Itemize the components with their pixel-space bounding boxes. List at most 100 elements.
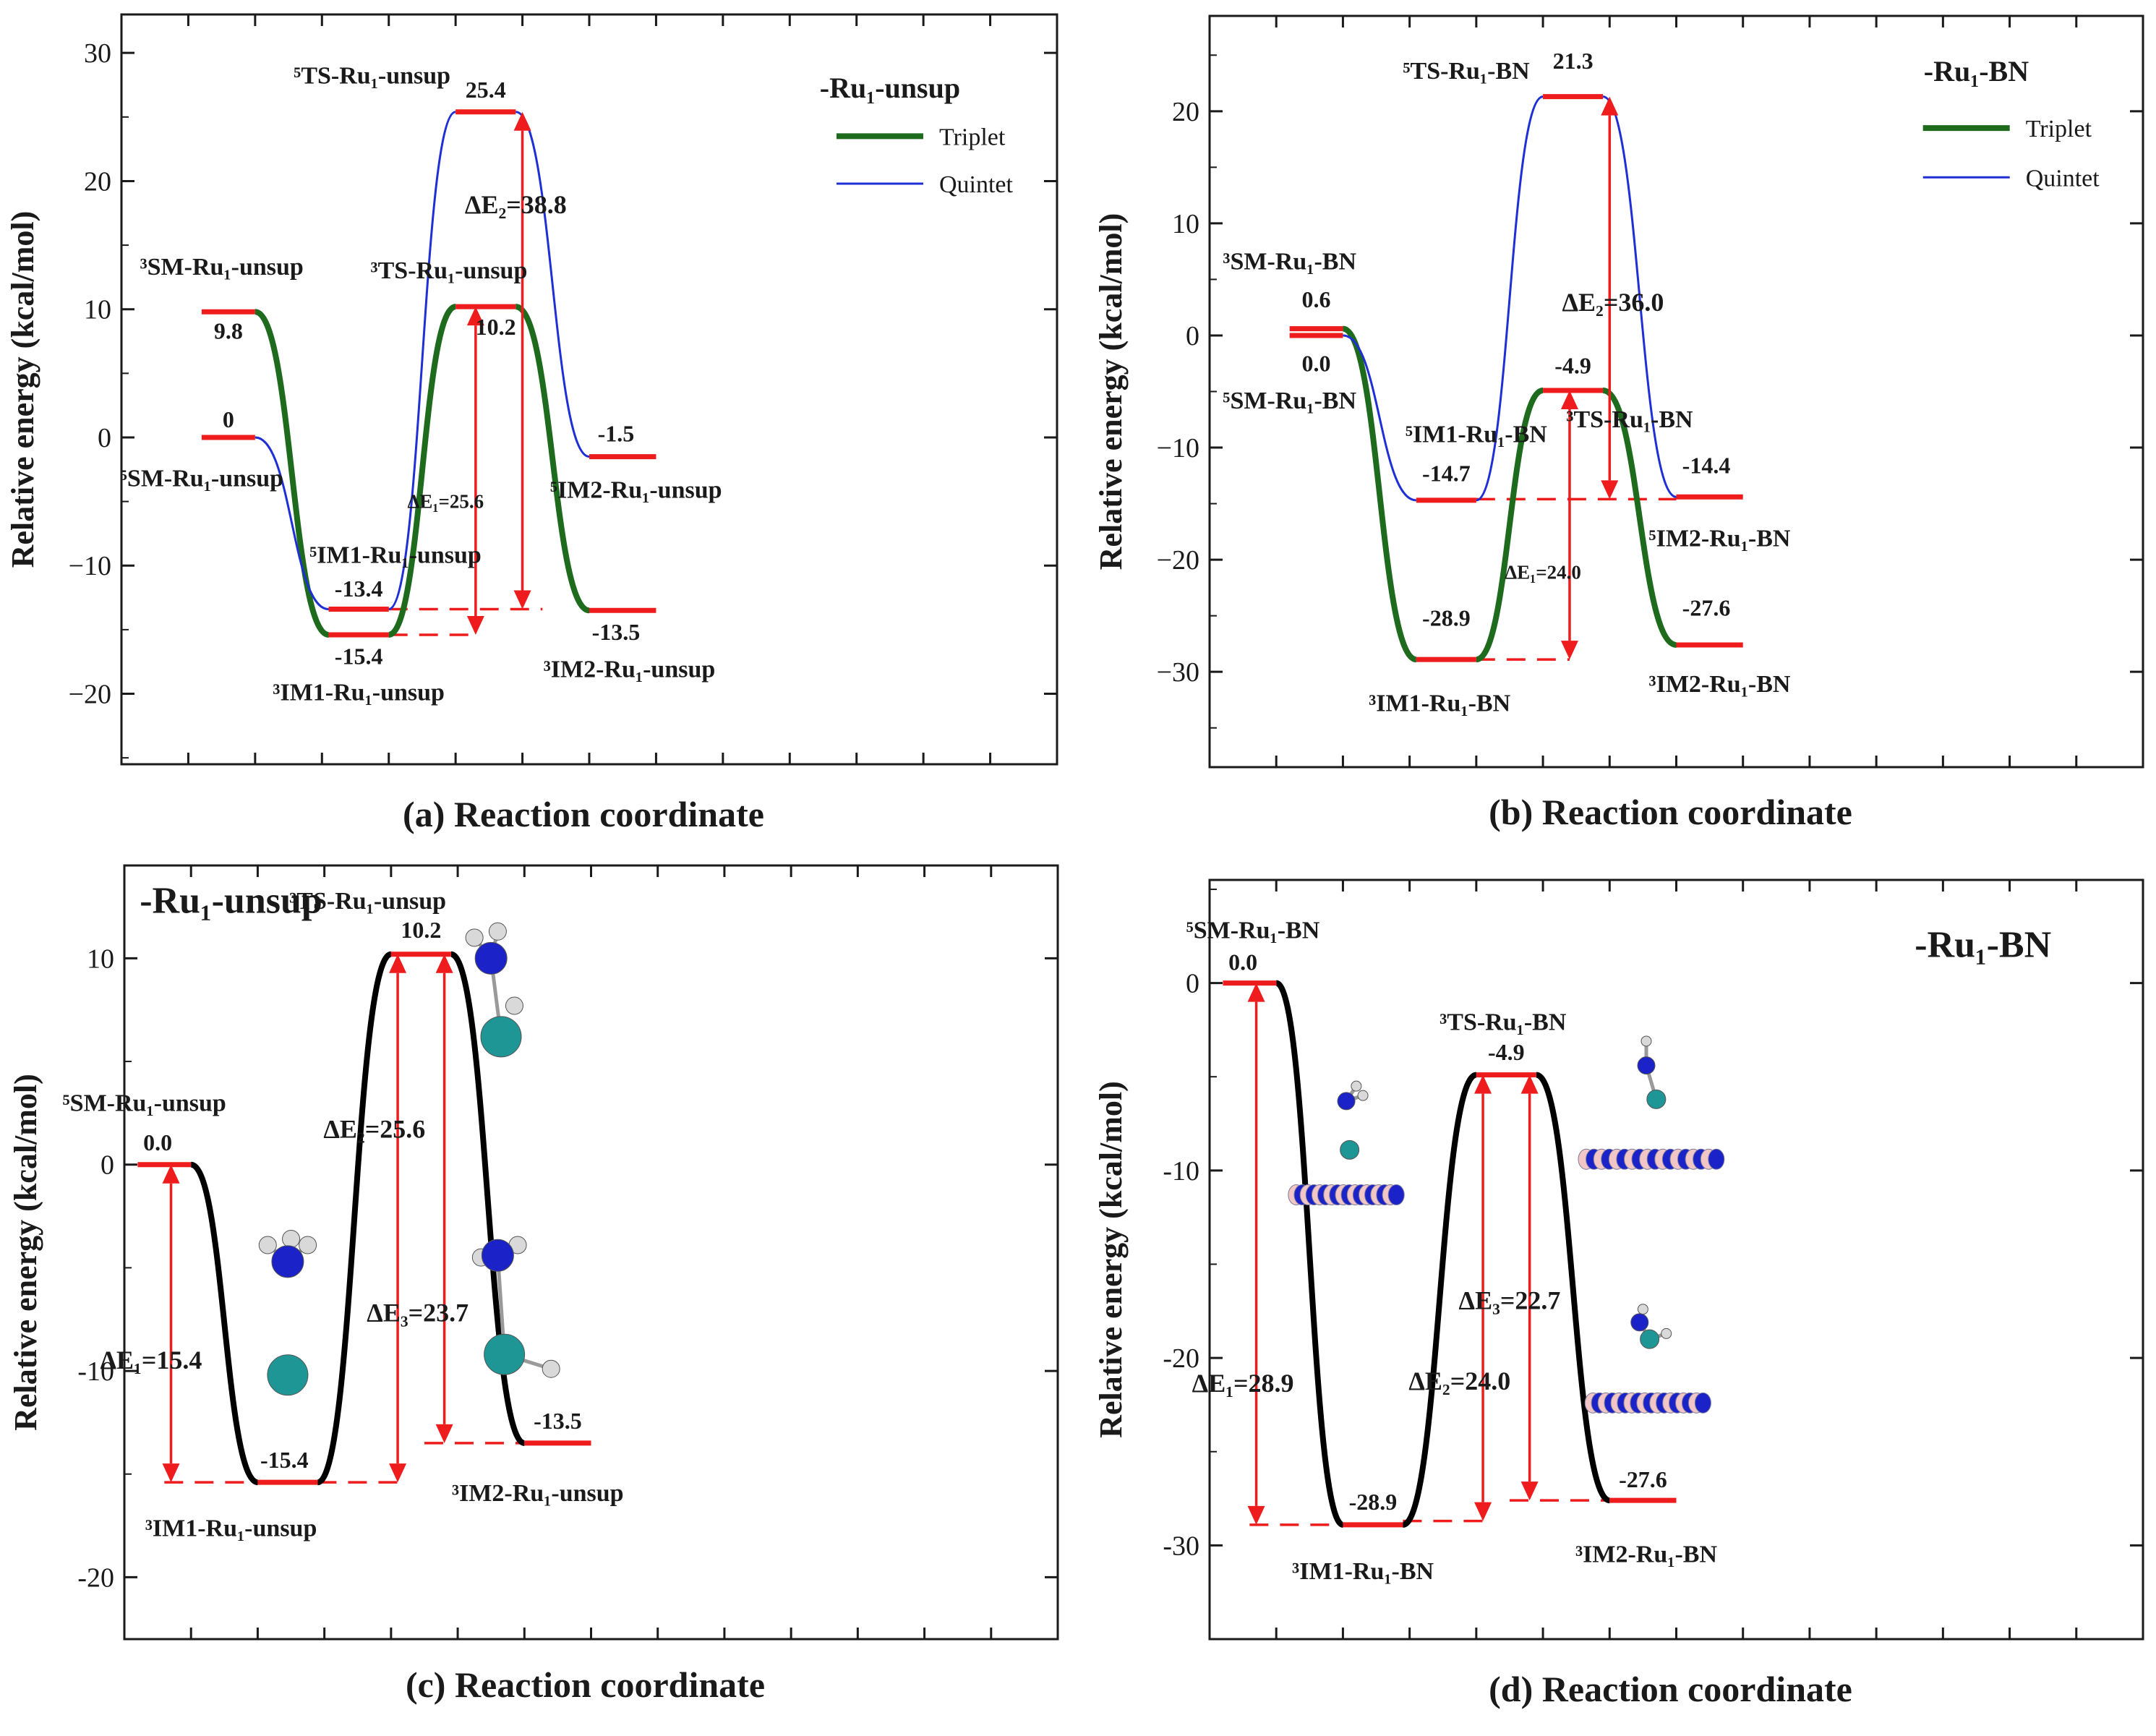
n-atom [271, 1245, 304, 1278]
state-name-label: ³IM1-Ru₁-BN [1369, 690, 1510, 717]
y-tick-label: -10 [77, 1356, 114, 1387]
series-path-triplet [1342, 325, 1677, 663]
energy-value-label: 0.0 [1302, 351, 1331, 377]
bn-sheet-atom [1387, 1184, 1405, 1206]
legend-label-triplet: Triplet [939, 124, 1006, 150]
delta-arrow-head-down [513, 590, 531, 610]
delta-arrow-head-down [1560, 641, 1578, 660]
delta-energy-label: ΔE₃=23.7 [367, 1299, 469, 1327]
ru-atom [1640, 1329, 1660, 1349]
delta-arrow-head-up [1247, 983, 1265, 1002]
state-name-label: ³IM2-Ru₁-unsup [544, 656, 716, 683]
delta-arrow-head-up [435, 954, 453, 973]
molecule-im2-bn-sheet [1584, 1304, 1711, 1414]
y-tick-label: 10 [1172, 209, 1199, 239]
y-tick-label: 0 [1186, 321, 1199, 351]
series-path-triplet [189, 951, 526, 1486]
series-path-triplet [1275, 980, 1611, 1528]
y-axis-title: Relative energy (kcal/mol) [1093, 213, 1129, 570]
molecule-ts-complex [465, 922, 523, 1058]
energy-value-label: 21.3 [1553, 48, 1594, 74]
delta-arrow-head-up [1520, 1074, 1539, 1094]
state-name-label: ³SM-Ru₁-unsup [140, 254, 303, 281]
y-axis-title: Relative energy (kcal/mol) [8, 1074, 43, 1431]
legend-label-triplet: Triplet [2026, 116, 2092, 142]
ru-atom [1646, 1089, 1667, 1109]
y-tick-label: −20 [69, 680, 111, 710]
state-name-label: ⁵SM-Ru₁-BN [1223, 388, 1356, 414]
h-atom [465, 928, 484, 947]
h-atom [505, 996, 523, 1015]
delta-arrow-head-down [1520, 1481, 1539, 1501]
h-atom [488, 922, 507, 941]
n-atom [481, 1239, 514, 1272]
bn-sheet-atom [1694, 1392, 1711, 1414]
y-tick-label: 0 [1186, 969, 1199, 999]
n-atom [1637, 1056, 1656, 1075]
energy-value-label: 10.2 [401, 917, 441, 943]
state-name-label: ⁵IM1-Ru₁-unsup [309, 542, 482, 569]
h-atom [1661, 1327, 1672, 1339]
state-name-label: ⁵SM-Ru₁-unsup [62, 1090, 226, 1117]
state-name-label: ³TS-Ru₁-BN [1566, 406, 1693, 433]
delta-arrow-head-up [1560, 390, 1578, 409]
panel-caption: (a) Reaction coordinate [403, 794, 764, 834]
n-atom [1630, 1313, 1649, 1332]
axes-frame [120, 13, 1058, 766]
energy-value-label: -1.5 [598, 420, 635, 446]
series-path-quintet [1343, 95, 1677, 502]
energy-value-label: -28.9 [1422, 605, 1471, 631]
h-atom [1640, 1035, 1652, 1047]
energy-value-label: -27.6 [1619, 1466, 1667, 1492]
state-name-label: ³TS-Ru₁-BN [1440, 1009, 1567, 1035]
delta-energy-label: ΔE₁=15.4 [100, 1346, 202, 1374]
delta-energy-label: ΔE₁=24.0 [1505, 561, 1581, 583]
ru-atom [267, 1354, 309, 1396]
ru-atom [480, 1016, 522, 1058]
h-atom [1351, 1080, 1362, 1092]
h-atom [282, 1229, 301, 1248]
delta-energy-label: ΔE₃=22.7 [1459, 1286, 1561, 1315]
delta-arrow-head-up [513, 111, 531, 131]
y-tick-label: −20 [1157, 545, 1199, 576]
ru-atom [484, 1333, 526, 1375]
state-name-label: ³IM2-Ru₁-BN [1648, 671, 1790, 698]
y-axis-title: Relative energy (kcal/mol) [1093, 1081, 1129, 1438]
y-tick-label: −30 [1157, 657, 1199, 688]
panel-a: −20 −10 0 10 20 30 Relative energy (kcal/mol) (… [5, 13, 1058, 834]
state-name-label: ³IM1-Ru₁-unsup [273, 679, 445, 706]
y-tick-label: -30 [1163, 1531, 1199, 1561]
energy-value-label: -4.9 [1554, 353, 1591, 379]
delta-arrow-head-down [389, 1463, 407, 1483]
y-axis-title: Relative energy (kcal/mol) [5, 211, 40, 568]
energy-value-label: -27.6 [1682, 595, 1731, 621]
h-atom [1637, 1304, 1648, 1315]
y-tick-label: 10 [87, 944, 114, 974]
energy-value-label: -13.5 [534, 1408, 582, 1434]
energy-value-label: -15.4 [335, 643, 383, 670]
n-atom [474, 941, 508, 975]
delta-energy-label: ΔE₂=38.8 [465, 190, 567, 219]
state-name-label: ³TS-Ru₁-unsup [289, 888, 446, 915]
h-atom [299, 1236, 317, 1254]
panel-caption: (b) Reaction coordinate [1489, 792, 1852, 832]
y-tick-label: -10 [1163, 1156, 1199, 1186]
delta-arrow-head-down [1247, 1505, 1265, 1525]
panel-title: -Ru₁-BN [1915, 924, 2051, 965]
panel-c: -20 -10 0 10 Relative energy (kcal/mol) (c) R… [8, 864, 1059, 1705]
legend-label-quintet: Quintet [2026, 165, 2100, 192]
delta-arrow-head-down [466, 615, 484, 635]
y-tick-label: -20 [1163, 1343, 1199, 1374]
energy-value-label: -4.9 [1488, 1039, 1525, 1065]
legend-label-quintet: Quintet [939, 171, 1014, 198]
panel-caption: (c) Reaction coordinate [406, 1664, 765, 1705]
state-name-label: ⁵TS-Ru₁-unsup [294, 63, 450, 90]
y-tick-label: 20 [84, 166, 111, 197]
y-tick-label: 30 [84, 38, 111, 69]
y-tick-label: −10 [69, 551, 111, 581]
state-name-label: ³TS-Ru₁-unsup [370, 257, 527, 284]
state-name-label: ⁵IM2-Ru₁-unsup [550, 476, 722, 503]
delta-arrow-head-down [1474, 1502, 1492, 1521]
molecule-im1-bn-sheet [1288, 1080, 1405, 1206]
y-tick-label: -20 [77, 1562, 114, 1593]
